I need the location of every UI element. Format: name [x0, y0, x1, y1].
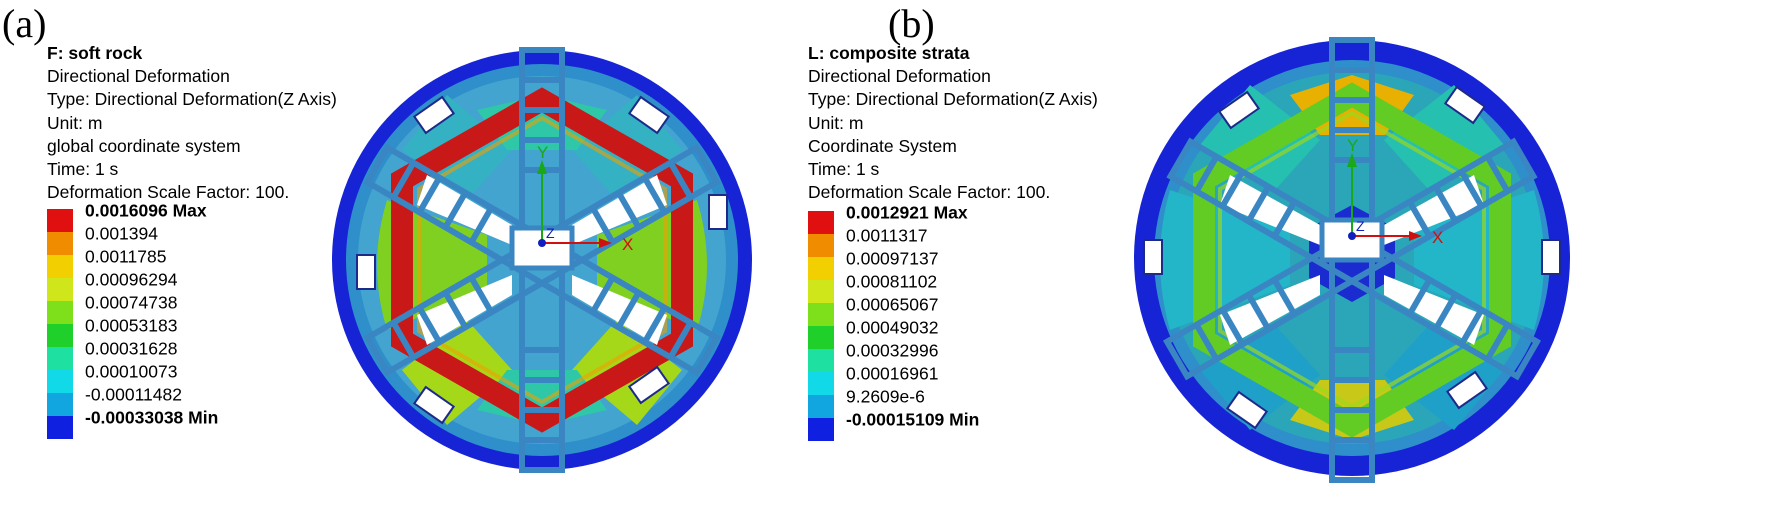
- legend-swatch: [808, 349, 834, 372]
- axis-label-y: Y: [1347, 136, 1358, 155]
- legend-swatch: [808, 418, 834, 441]
- legend-swatch: [47, 347, 73, 370]
- legend-label: 0.00096294: [85, 269, 178, 290]
- legend-label: -0.00015109 Min: [846, 409, 980, 430]
- legend-label: 0.00016961: [846, 363, 939, 384]
- result-title: F: soft rock: [47, 43, 143, 63]
- white-gaps: [1220, 175, 1484, 345]
- legend-label: 0.00074738: [85, 292, 178, 313]
- result-line: Deformation Scale Factor: 100.: [47, 182, 290, 203]
- result-line: Unit: m: [808, 112, 864, 133]
- legend-label: -0.00033038 Min: [85, 407, 219, 428]
- legend-swatch: [47, 209, 73, 232]
- axis-label-z: Z: [546, 225, 555, 241]
- deformation-contour-plot: X Y Z: [1134, 37, 1570, 483]
- panel-letter: (a): [2, 1, 47, 46]
- legend-swatch: [47, 416, 73, 439]
- axis-label-y: Y: [537, 143, 548, 162]
- legend-label: 0.00097137: [846, 248, 939, 269]
- rim-openings: [356, 95, 728, 425]
- legend-label: 0.00053183: [85, 315, 178, 336]
- result-line: Directional Deformation: [808, 66, 991, 87]
- legend-label: 0.00032996: [846, 340, 939, 361]
- legend-swatch: [808, 234, 834, 257]
- legend-swatch: [808, 211, 834, 234]
- result-line: Type: Directional Deformation(Z Axis): [47, 89, 337, 110]
- legend-label: 0.00031628: [85, 338, 178, 359]
- result-title: L: composite strata: [808, 43, 970, 63]
- info-block: F: soft rock Directional Deformation Typ…: [47, 42, 337, 204]
- panel-letter: (b): [888, 1, 935, 46]
- legend-label: 0.00081102: [846, 271, 938, 292]
- legend-swatch: [47, 370, 73, 393]
- panel-b: (b) L: composite strata Directional Defo…: [808, 0, 1772, 521]
- panel-a: (a) F: soft rock Directional Deformation…: [2, 1, 752, 473]
- coordinate-triad: X Y Z: [1347, 136, 1443, 247]
- legend-swatch: [808, 326, 834, 349]
- legend-swatch: [808, 395, 834, 418]
- legend-label: 0.001394: [85, 223, 158, 244]
- legend-swatch: [47, 255, 73, 278]
- result-line: Directional Deformation: [47, 66, 230, 87]
- result-line: Type: Directional Deformation(Z Axis): [808, 89, 1098, 110]
- result-line: Unit: m: [47, 112, 103, 133]
- legend-swatch: [808, 257, 834, 280]
- legend-label: 0.00049032: [846, 317, 939, 338]
- rim-openings: [1143, 85, 1561, 430]
- legend-label: 9.2609e-6: [846, 386, 925, 407]
- legend-label: 0.00065067: [846, 294, 939, 315]
- legend-swatch: [47, 232, 73, 255]
- legend-swatch: [47, 324, 73, 347]
- result-line: Time: 1 s: [808, 159, 880, 180]
- legend-swatch: [808, 280, 834, 303]
- legend-label: 0.00010073: [85, 361, 178, 382]
- result-line: Time: 1 s: [47, 159, 119, 180]
- legend-swatch: [47, 301, 73, 324]
- legend-swatch: [808, 303, 834, 326]
- result-line: Deformation Scale Factor: 100.: [808, 182, 1051, 203]
- legend-swatch: [47, 393, 73, 416]
- info-block: L: composite strata Directional Deformat…: [808, 42, 1098, 204]
- white-gaps: [417, 175, 667, 345]
- legend-label: 0.0012921 Max: [846, 202, 968, 223]
- legend-label: 0.0016096 Max: [85, 200, 207, 221]
- legend-label: 0.0011317: [846, 225, 928, 246]
- result-line: Coordinate System: [808, 135, 957, 156]
- legend-swatch: [47, 278, 73, 301]
- axis-label-x: X: [1432, 228, 1443, 247]
- legend-swatch: [808, 372, 834, 395]
- axis-label-x: X: [622, 235, 633, 254]
- legend-label: -0.00011482: [85, 384, 182, 405]
- coordinate-triad: X Y Z: [537, 143, 633, 254]
- deformation-contour-plot: X Y Z: [332, 47, 752, 473]
- legend-label: 0.0011785: [85, 246, 167, 267]
- result-line: global coordinate system: [47, 135, 241, 156]
- axis-label-z: Z: [1356, 218, 1365, 234]
